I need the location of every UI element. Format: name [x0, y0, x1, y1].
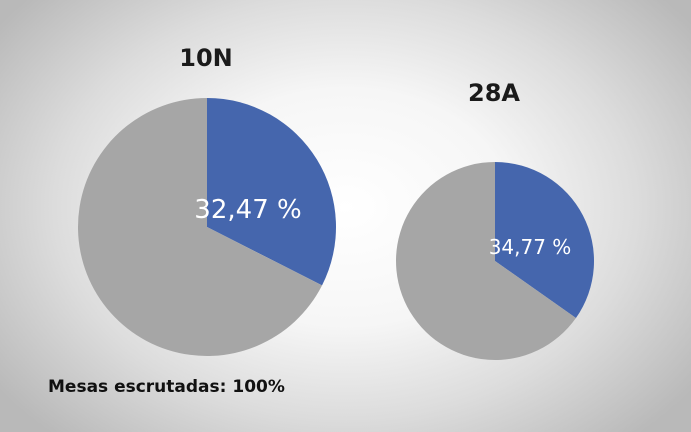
pie-10n: 10N 32,47 % — [78, 44, 337, 356]
pie-28a: 28A 34,77 % — [396, 79, 595, 360]
pie-28a-title: 28A — [468, 79, 520, 107]
pie-28a-slices — [396, 162, 595, 360]
pie-10n-title: 10N — [179, 44, 232, 72]
pie-10n-slice-label: 32,47 % — [194, 195, 301, 225]
pie-28a-slice-1 — [495, 162, 595, 319]
pie-10n-slices — [78, 98, 337, 356]
pie-28a-slice-label: 34,77 % — [489, 235, 572, 259]
footnote: Mesas escrutadas: 100% — [48, 377, 285, 397]
pie-10n-slice-2 — [78, 98, 323, 356]
pie-10n-slice-1 — [207, 98, 337, 286]
pie-28a-slice-2 — [396, 162, 576, 360]
